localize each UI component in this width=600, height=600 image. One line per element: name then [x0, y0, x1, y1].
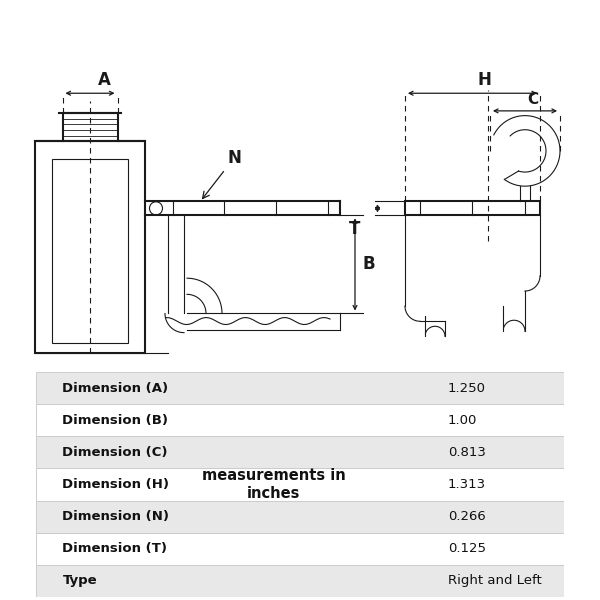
Text: Dimension (T): Dimension (T) — [62, 542, 167, 555]
Text: 1.250: 1.250 — [448, 382, 486, 395]
Text: 0.125: 0.125 — [448, 542, 486, 555]
Text: Dimension (A): Dimension (A) — [62, 382, 169, 395]
Text: C: C — [527, 92, 539, 107]
Text: B: B — [362, 256, 375, 274]
Text: H: H — [478, 71, 491, 89]
Text: A: A — [97, 71, 110, 89]
Text: T: T — [349, 220, 360, 238]
Text: Dimension (C): Dimension (C) — [62, 446, 168, 459]
Bar — [35, 141, 145, 353]
Bar — [36, 436, 564, 469]
Text: 0.813: 0.813 — [448, 446, 486, 459]
Text: Type: Type — [62, 574, 97, 587]
Text: Dimension (B): Dimension (B) — [62, 414, 169, 427]
Text: 0.266: 0.266 — [448, 510, 485, 523]
Bar — [405, 201, 540, 215]
Text: 1.313: 1.313 — [448, 478, 486, 491]
Bar — [36, 565, 564, 597]
Text: Dimension (N): Dimension (N) — [62, 510, 169, 523]
Bar — [36, 469, 564, 500]
Text: N: N — [203, 149, 241, 199]
Bar — [62, 113, 118, 141]
Text: 1.00: 1.00 — [448, 414, 477, 427]
Text: Right and Left: Right and Left — [448, 574, 542, 587]
Bar — [36, 372, 564, 404]
Text: Dimension (H): Dimension (H) — [62, 478, 169, 491]
Text: measurements in
inches: measurements in inches — [202, 468, 346, 502]
Bar — [36, 500, 564, 533]
Bar — [36, 404, 564, 436]
Bar — [53, 159, 128, 343]
Bar — [36, 533, 564, 565]
